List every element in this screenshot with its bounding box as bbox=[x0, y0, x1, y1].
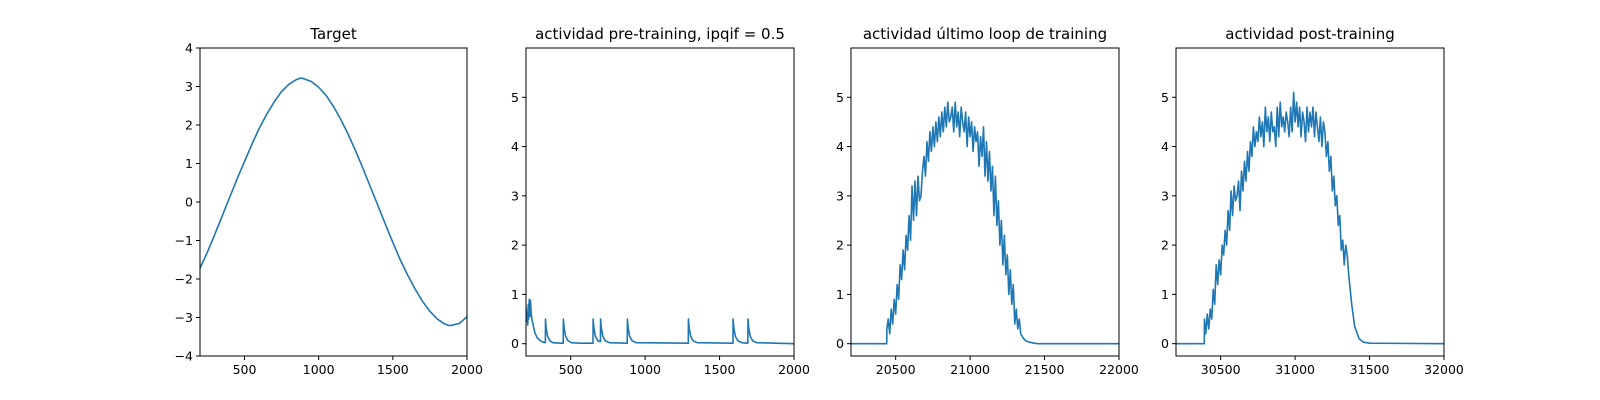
x-tick-label: 22000 bbox=[1099, 362, 1139, 377]
y-tick-label: 5 bbox=[511, 90, 519, 105]
axes-frame bbox=[850, 47, 1120, 357]
chart-panel-3: 20500 21000 21500 22000 0 1 2 3 4 5 actividad últi… bbox=[836, 25, 1139, 377]
y-tick-label: 5 bbox=[1161, 90, 1169, 105]
y-tick-label: 2 bbox=[511, 238, 519, 253]
y-tick-label: 4 bbox=[511, 139, 519, 154]
y-tick-label: 2 bbox=[836, 238, 844, 253]
series-line-1 bbox=[1176, 91, 1444, 345]
chart-title: actividad post-training bbox=[1225, 25, 1394, 43]
chart-title: actividad último loop de training bbox=[863, 25, 1107, 43]
y-tick-label: 0 bbox=[185, 195, 193, 210]
chart-title: Target bbox=[309, 25, 357, 43]
x-tick-label: 30500 bbox=[1201, 362, 1241, 377]
x-tick-label: 20500 bbox=[876, 362, 916, 377]
chart-title: actividad pre-training, ipqif = 0.5 bbox=[535, 25, 785, 43]
x-tick-label: 21000 bbox=[950, 362, 990, 377]
y-tick-label: −1 bbox=[175, 233, 193, 248]
y-tick-label: −2 bbox=[175, 272, 193, 287]
x-tick-label: 21500 bbox=[1025, 362, 1065, 377]
series-line-1 bbox=[851, 101, 1119, 345]
x-tick-label: 1000 bbox=[303, 362, 335, 377]
chart-panel-2: 500 1000 1500 2000 0 1 2 3 4 5 actividad pre-train… bbox=[511, 25, 810, 377]
x-tick-label: 1000 bbox=[629, 362, 661, 377]
y-tick-label: 1 bbox=[1161, 287, 1169, 302]
x-tick-label: 2000 bbox=[451, 362, 483, 377]
y-tick-label: 3 bbox=[836, 188, 844, 203]
y-tick-label: −3 bbox=[175, 310, 193, 325]
chart-panel-4: 30500 31000 31500 32000 0 1 2 3 4 5 actividad post… bbox=[1161, 25, 1464, 377]
y-tick-label: 3 bbox=[1161, 188, 1169, 203]
x-tick-label: 2000 bbox=[778, 362, 810, 377]
chart-panel-1: 500 1000 1500 2000 −4 −3 −2 −1 0 1 2 3 4 Target bbox=[175, 25, 483, 377]
y-tick-label: 3 bbox=[511, 188, 519, 203]
y-tick-label: 1 bbox=[836, 287, 844, 302]
x-tick-label: 1500 bbox=[704, 362, 736, 377]
x-tick-label: 1500 bbox=[377, 362, 409, 377]
x-tick-label: 31500 bbox=[1350, 362, 1390, 377]
y-tick-label: 5 bbox=[836, 90, 844, 105]
axes-frame bbox=[1175, 47, 1445, 357]
y-tick-label: −4 bbox=[175, 349, 193, 364]
y-tick-label: 0 bbox=[511, 336, 519, 351]
y-tick-label: 0 bbox=[836, 336, 844, 351]
y-tick-label: 4 bbox=[836, 139, 844, 154]
y-tick-label: 1 bbox=[185, 156, 193, 171]
y-tick-label: 4 bbox=[185, 41, 193, 56]
x-tick-label: 500 bbox=[559, 362, 583, 377]
y-tick-label: 2 bbox=[1161, 238, 1169, 253]
y-tick-label: 2 bbox=[185, 118, 193, 133]
y-tick-label: 4 bbox=[1161, 139, 1169, 154]
y-tick-label: 0 bbox=[1161, 336, 1169, 351]
x-tick-label: 31000 bbox=[1275, 362, 1315, 377]
axes-frame bbox=[525, 47, 795, 357]
y-tick-label: 1 bbox=[511, 287, 519, 302]
series-line-1 bbox=[526, 298, 794, 345]
x-tick-label: 32000 bbox=[1424, 362, 1464, 377]
x-tick-label: 500 bbox=[233, 362, 257, 377]
series-line-1 bbox=[200, 77, 467, 327]
y-tick-label: 3 bbox=[185, 79, 193, 94]
